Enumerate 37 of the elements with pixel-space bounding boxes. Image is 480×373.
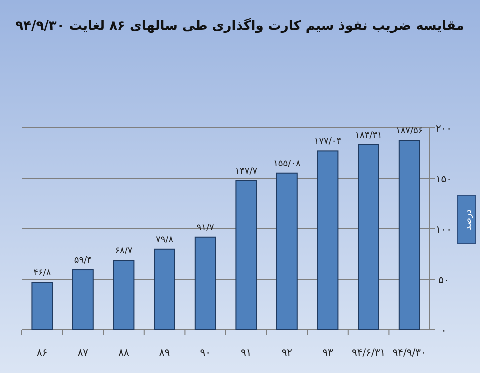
data-label: ۷۹/۸	[156, 235, 174, 246]
data-label: ۴۶/۸	[34, 268, 52, 279]
data-label: ۱۴۷/۷	[235, 166, 258, 177]
y-axis-title: درصد	[464, 210, 474, 230]
bar	[317, 150, 339, 330]
bar	[32, 282, 54, 330]
data-label: ۱۸۳/۳۱	[355, 130, 382, 141]
bar	[113, 260, 135, 330]
x-tick-label: ۸۶	[37, 348, 48, 359]
bar	[398, 140, 420, 330]
x-tick-label: ۸۸	[118, 348, 130, 359]
data-label: ۱۷۷/۰۴	[314, 137, 342, 148]
data-label: ۶۸/۷	[115, 246, 133, 257]
data-label: ۵۹/۴	[74, 256, 92, 266]
bar	[358, 144, 380, 330]
x-tick-label: ۹۲	[282, 348, 293, 359]
y-tick-label: ۱۰۰	[436, 225, 452, 236]
chart-title: مقایسه ضریب نفوذ سیم کارت واگذاری طی سالهای ۸۶ لغایت ۹۴/۹/۳۰	[16, 18, 464, 34]
bar	[236, 180, 258, 330]
data-label: ۹۱/۷	[196, 223, 215, 234]
x-tick-label: ۸۹	[159, 348, 170, 359]
x-tick-label: ۹۴/۶/۳۱	[352, 348, 386, 359]
bar	[276, 172, 298, 330]
x-tick-label: ۸۷	[78, 348, 90, 359]
y-tick-label: ۱۵۰	[436, 174, 452, 186]
y-tick-label: ۵۰	[438, 276, 450, 286]
x-tick-label: ۹۳	[322, 348, 334, 359]
bar	[194, 236, 216, 330]
data-label: ۱۵۵/۰۸	[274, 159, 301, 170]
y-tick-label: ۲۰۰	[436, 124, 452, 135]
y-tick-label: ۰	[441, 326, 447, 337]
bar	[72, 270, 94, 330]
x-tick-label: ۹۴/۹/۳۰	[392, 348, 426, 359]
x-tick-label: ۹۱	[241, 348, 252, 359]
data-label: ۱۸۷/۵۶	[396, 126, 424, 137]
bar	[154, 248, 176, 330]
x-tick-label: ۹۰	[200, 348, 211, 359]
